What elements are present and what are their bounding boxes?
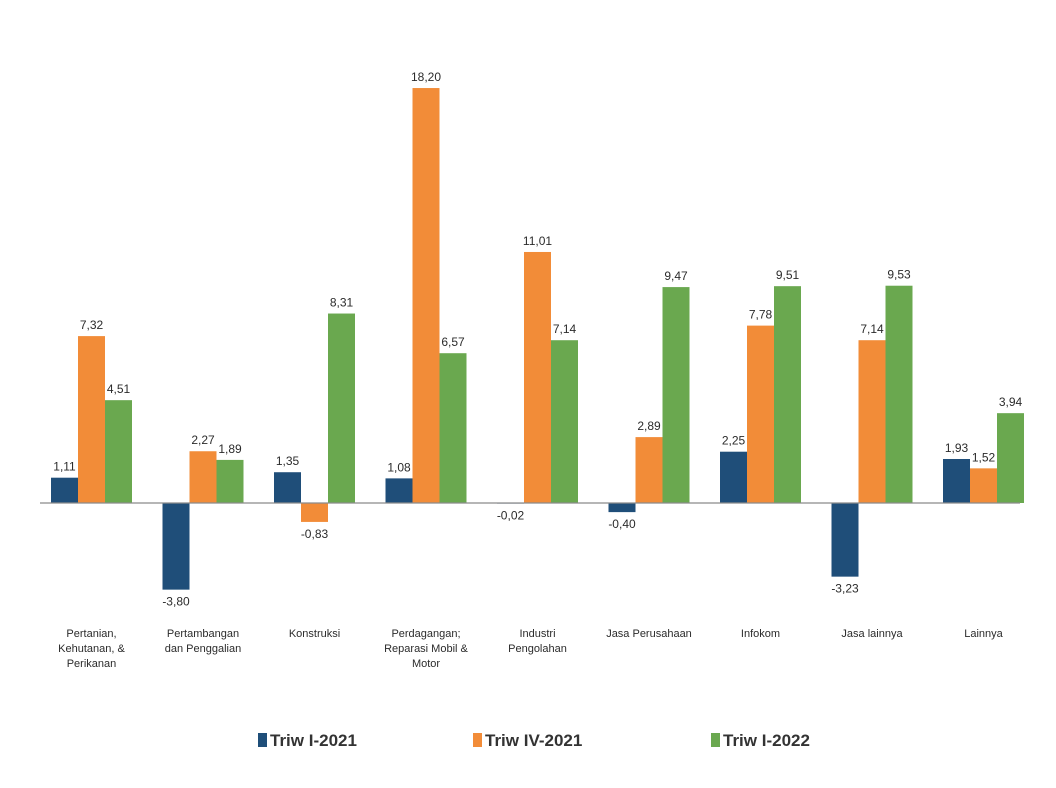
bar-3-1 [105, 400, 132, 503]
category-label-line: Lainnya [964, 628, 1003, 640]
category-label-6: Jasa Perusahaan [606, 628, 692, 640]
value-labels-layer: 1,11 7,32 4,51 -3,80 2,271,89 1,35 -0,83 8,31 1,… [53, 70, 1022, 609]
bar-2-5 [524, 251, 551, 503]
value-label-2-9: 1,52 [972, 450, 996, 464]
category-label-line: dan Penggalian [165, 643, 241, 655]
bar-2-2 [189, 451, 217, 503]
legend-swatch-3 [711, 733, 720, 747]
category-label-line: Reparasi Mobil & [384, 643, 468, 655]
value-label-3-1: 4,51 [107, 382, 131, 396]
category-label-3: Konstruksi [289, 628, 340, 640]
category-label-2: Pertambangan dan Penggalian [165, 628, 241, 655]
legend-label-1: Triw I-2021 [270, 731, 357, 750]
value-label-2-1: 7,32 [80, 318, 104, 332]
bar-3-3 [328, 313, 355, 503]
value-label-1-1: 1,11 [53, 460, 76, 474]
bar-3-7 [774, 286, 801, 503]
legend-label-3: Triw I-2022 [723, 731, 810, 750]
category-label-1: Pertanian, Kehutanan, & Perikanan [58, 628, 125, 670]
value-label-1-8: -3,23 [831, 582, 859, 596]
category-label-line: Industri [519, 628, 555, 640]
value-label-3-5: 7,14 [553, 322, 577, 336]
value-label-1-9: 1,93 [945, 441, 969, 455]
category-label-8: Jasa lainnya [841, 628, 903, 640]
value-label-1-2: -3,80 [162, 595, 190, 609]
value-label-3-6: 9,47 [664, 269, 688, 283]
value-label-1-5: -0,02 [497, 509, 525, 523]
value-label-3-2: 1,89 [218, 442, 242, 456]
value-label-2-4: 18,20 [411, 70, 441, 84]
value-label-2-7: 7,78 [749, 308, 773, 322]
value-label-1-7: 2,25 [722, 434, 746, 448]
category-label-line: Pertanian, [66, 628, 116, 640]
category-label-9: Lainnya [964, 628, 1003, 640]
bar-2-8 [858, 340, 886, 503]
category-label-line: Pengolahan [508, 643, 567, 655]
value-label-3-7: 9,51 [776, 268, 800, 282]
category-label-line: Pertambangan [167, 628, 239, 640]
bar-2-3 [301, 503, 328, 522]
bar-1-7 [720, 451, 747, 503]
value-label-3-8: 9,53 [887, 268, 911, 282]
bar-1-6 [608, 503, 636, 513]
value-label-1-6: -0,40 [608, 517, 636, 531]
category-label-line: Jasa lainnya [841, 628, 903, 640]
bar-1-4 [385, 478, 413, 503]
legend-swatch-2 [473, 733, 482, 747]
value-label-2-8: 7,14 [860, 322, 884, 336]
value-label-2-5: 11,01 [523, 234, 552, 248]
value-label-2-6: 2,89 [637, 419, 661, 433]
bar-3-4 [439, 353, 467, 503]
bar-3-8 [885, 285, 913, 503]
value-label-2-3: -0,83 [301, 527, 329, 541]
bar-3-6 [662, 287, 690, 503]
value-label-3-4: 6,57 [441, 335, 465, 349]
category-label-line: Konstruksi [289, 628, 340, 640]
bar-1-2 [162, 503, 190, 590]
bar-2-7 [747, 325, 774, 503]
category-label-line: Perikanan [67, 658, 117, 670]
category-label-line: Motor [412, 658, 440, 670]
bar-2-4 [412, 88, 440, 503]
category-label-4: Perdagangan; Reparasi Mobil & Motor [384, 628, 468, 670]
bar-1-9 [943, 458, 970, 503]
bar-2-9 [970, 468, 997, 503]
value-label-1-4: 1,08 [387, 460, 411, 474]
category-label-7: Infokom [741, 628, 780, 640]
value-label-2-2: 2,27 [191, 433, 215, 447]
legend-label-2: Triw IV-2021 [485, 731, 582, 750]
bar-2-1 [78, 336, 105, 503]
bar-1-3 [274, 472, 301, 503]
legend: Triw I-2021 Triw IV-2021 Triw I-2022 [258, 731, 810, 750]
bars-layer [51, 88, 1024, 590]
category-label-line: Infokom [741, 628, 780, 640]
bar-1-8 [831, 503, 859, 577]
bar-3-5 [551, 340, 578, 503]
value-label-3-3: 8,31 [330, 296, 354, 310]
category-label-line: Kehutanan, & [58, 643, 125, 655]
category-label-line: Perdagangan; [391, 628, 460, 640]
value-label-3-9: 3,94 [999, 395, 1023, 409]
bar-3-9 [997, 413, 1024, 503]
value-label-1-3: 1,35 [276, 454, 300, 468]
bar-2-6 [635, 437, 663, 503]
category-label-5: Industri Pengolahan [508, 628, 567, 655]
bar-1-1 [51, 477, 78, 503]
legend-swatch-1 [258, 733, 267, 747]
bar-3-2 [216, 459, 244, 503]
category-label-line: Jasa Perusahaan [606, 628, 692, 640]
category-labels-layer: Pertanian, Kehutanan, & Perikanan Pertamban… [58, 628, 1003, 670]
